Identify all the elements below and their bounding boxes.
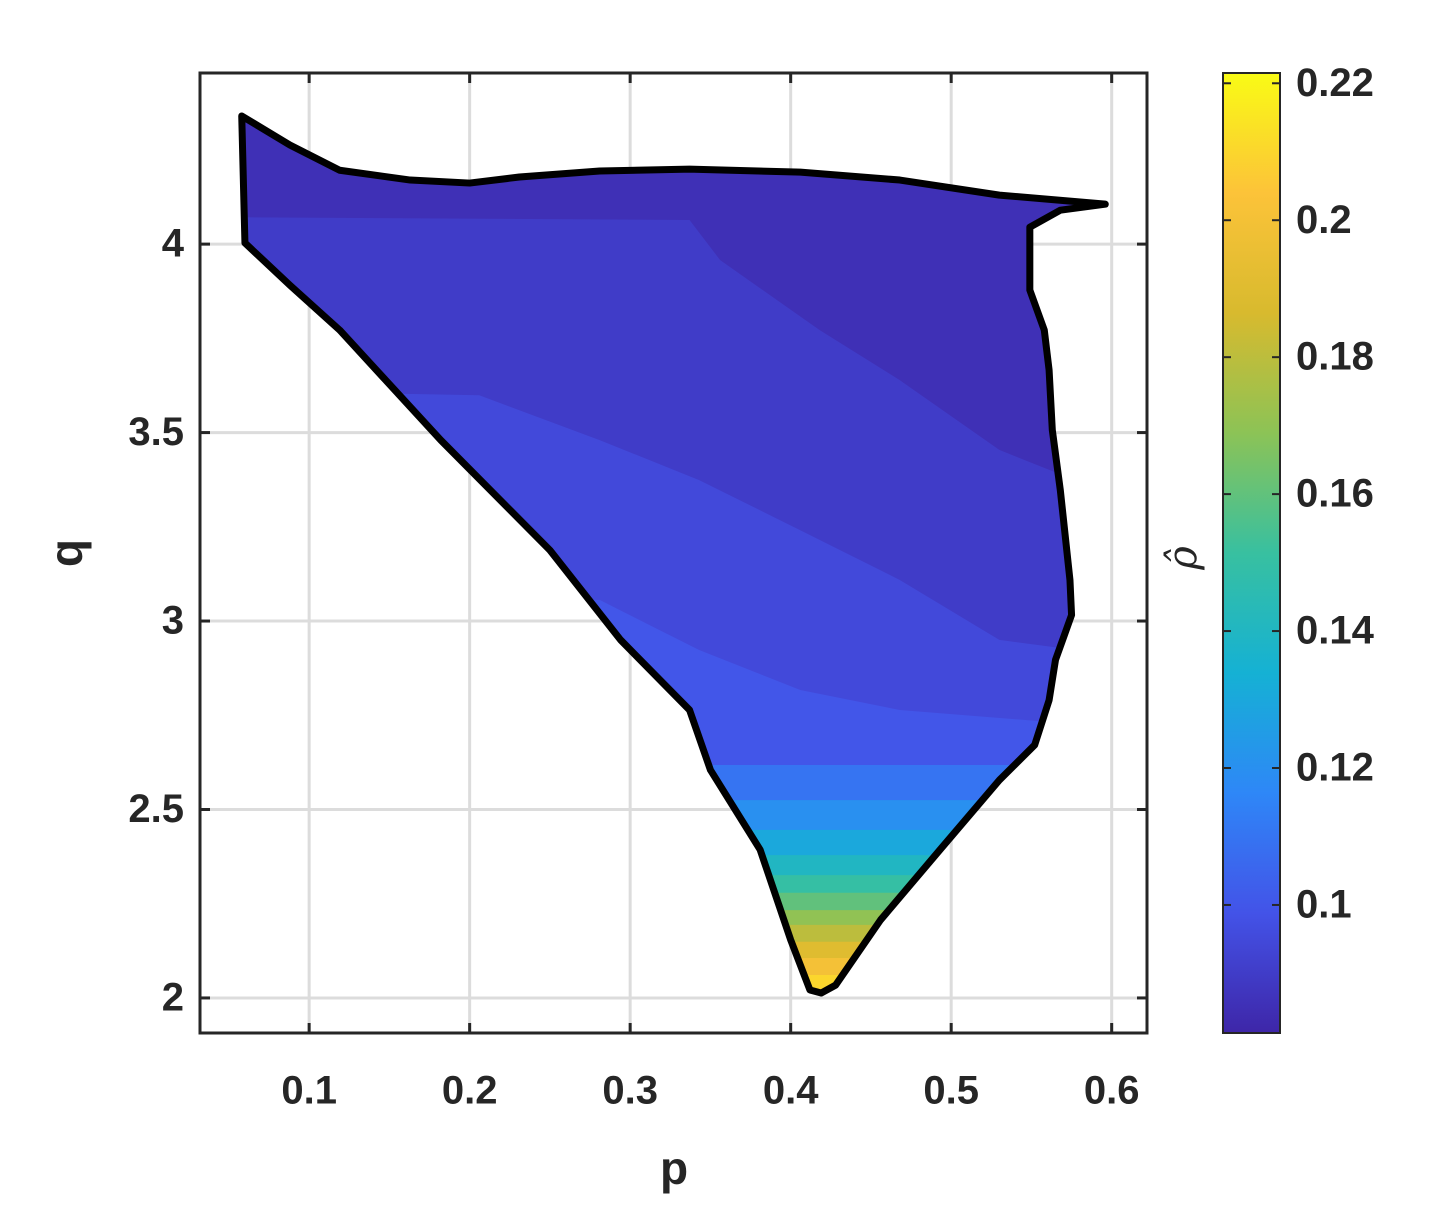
y-tick-label: 2 [162,976,184,1020]
axes-box [198,71,1149,1035]
colorbar-tick-label: 0.14 [1296,609,1375,653]
y-tick-label: 4 [162,222,185,266]
contour-fill [241,115,1106,994]
contour-band [241,765,1106,994]
colorbar-label: ρ̂ [1160,546,1206,571]
colorbar-tick-label: 0.16 [1296,472,1374,516]
y-tick-label: 2.5 [128,787,184,831]
y-axis-label: q [40,539,92,567]
contour-band [241,892,1106,994]
x-tick-label: 0.4 [763,1069,819,1113]
x-tick-label: 0.5 [923,1069,979,1113]
contour-band [241,941,1106,994]
x-tick-label: 0.2 [442,1069,498,1113]
boundary-line [238,112,1109,997]
contour-band [241,957,1106,994]
x-tick-label: 0.3 [602,1069,658,1113]
y-tick-label: 3.5 [128,410,184,454]
x-axis-label: p [660,1142,688,1194]
colorbar-tick-label: 0.2 [1296,198,1352,242]
colorbar-tick-label: 0.18 [1296,335,1374,379]
y-tick-label: 3 [162,599,184,643]
colorbar-tick-label: 0.1 [1296,883,1352,927]
contour-band [241,829,1106,994]
contour-band [241,974,1106,994]
contour-band [241,924,1106,994]
colorbar-tick-label: 0.12 [1296,746,1374,790]
colorbar-tick-label: 0.22 [1296,61,1374,105]
contour-band [241,800,1106,994]
x-tick-label: 0.1 [281,1069,337,1113]
contour-band [241,855,1106,994]
colorbar [1222,72,1281,1034]
contour-band [241,875,1106,994]
x-tick-label: 0.6 [1084,1069,1140,1113]
